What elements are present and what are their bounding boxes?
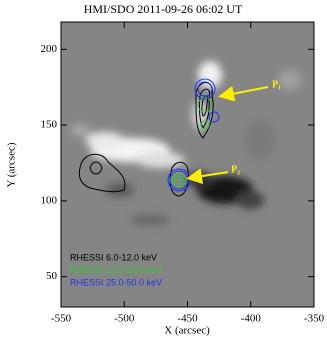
annotation: P₂ [231, 164, 240, 175]
y-axis-label: Y (arcsec) [6, 142, 18, 187]
x-tick-label: -550 [51, 313, 72, 325]
y-tick-label: 50 [46, 270, 58, 282]
x-tick-label: -350 [304, 313, 325, 325]
annotation: P₁ [272, 79, 281, 90]
x-tick-label: -500 [114, 313, 135, 325]
y-tick-label: 150 [41, 119, 58, 131]
legend-entry: RHESSI 6.0-12.0 keV [70, 252, 157, 262]
x-tick-label: -400 [241, 313, 262, 325]
arrow [186, 168, 229, 185]
legend-entry: RHESSI 25.0-50.0 keV [70, 277, 162, 287]
x-axis-label: X (arcsec) [164, 325, 210, 337]
chart-title: HMI/SDO 2011-09-26 06:02 UT [84, 2, 243, 16]
x-tick-label: -450 [177, 313, 198, 325]
magnetogram [61, 22, 314, 307]
legend-entry: RHESSI 12.0-25.0 keV [70, 265, 162, 275]
y-tick-label: 200 [41, 43, 58, 55]
y-tick-label: 100 [41, 194, 58, 206]
arrow [218, 85, 269, 102]
